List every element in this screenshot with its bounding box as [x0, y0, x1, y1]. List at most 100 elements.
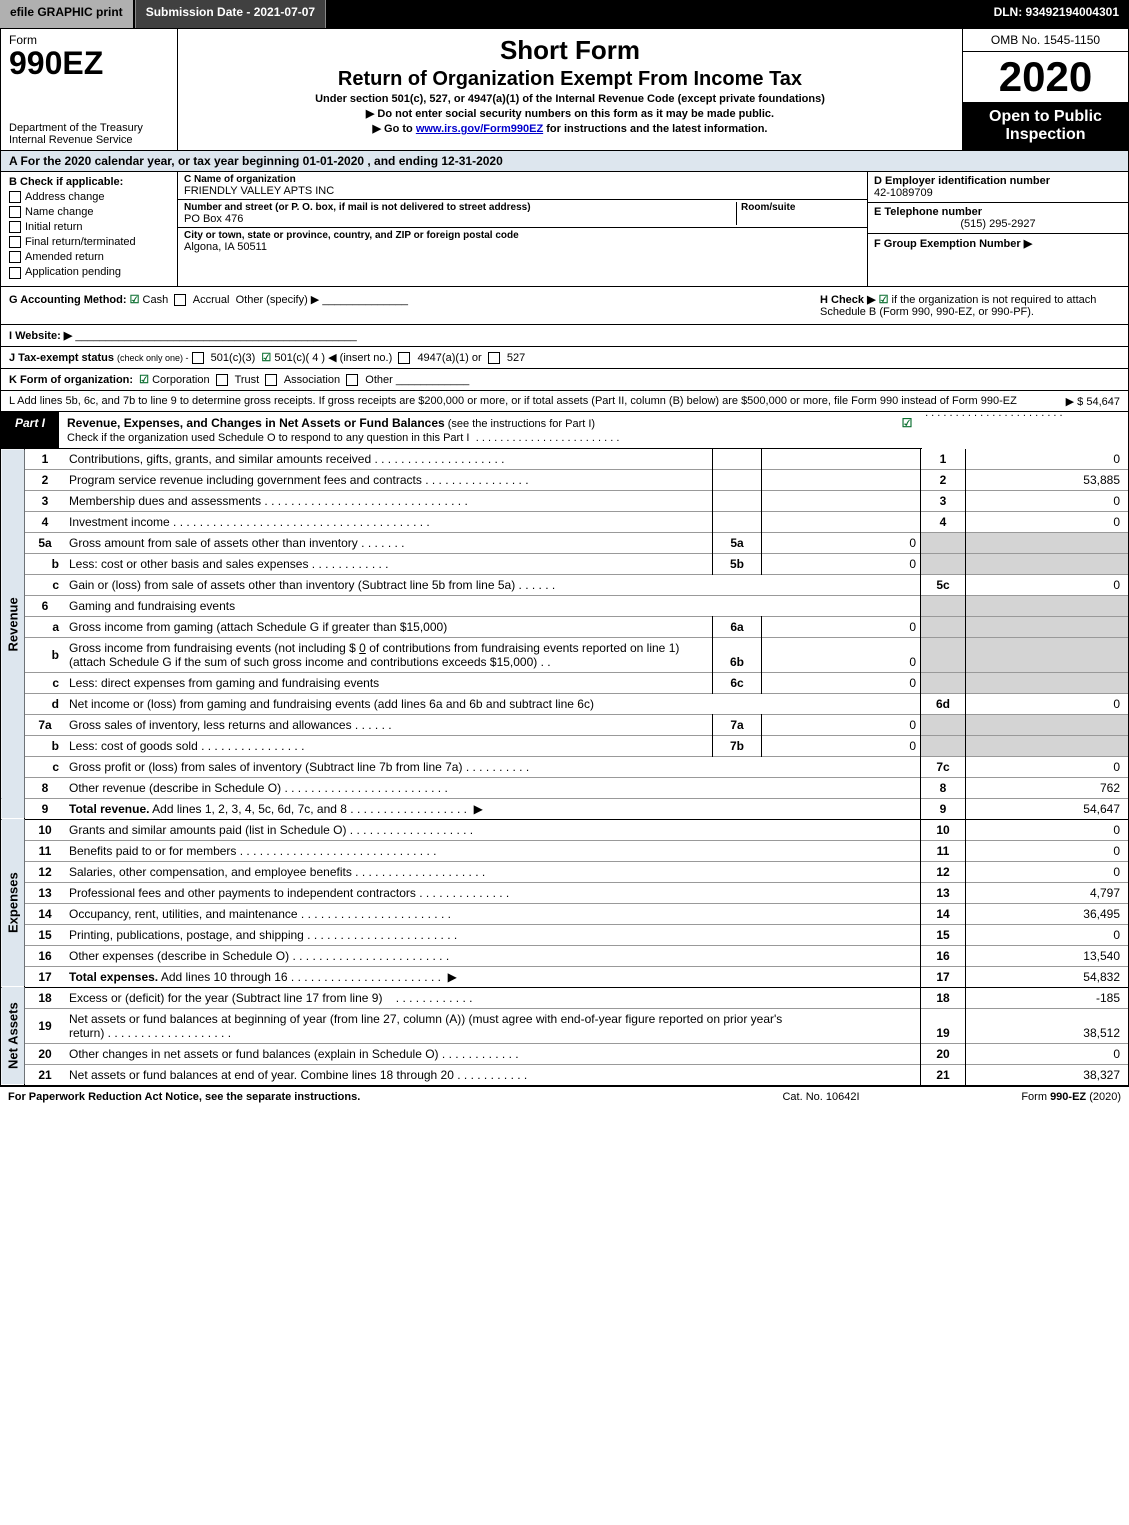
- checkbox-accrual[interactable]: [174, 294, 186, 306]
- irs-link[interactable]: www.irs.gov/Form990EZ: [416, 123, 543, 135]
- checkbox-association[interactable]: [265, 374, 277, 386]
- line-15-desc: Printing, publications, postage, and shi…: [65, 924, 921, 945]
- row-h: H Check ▶ ☑ if the organization is not r…: [820, 293, 1120, 318]
- footer-catno: Cat. No. 10642I: [721, 1091, 921, 1103]
- checkbox-corporation-checked[interactable]: ☑: [139, 374, 149, 386]
- line-4-val: 0: [966, 511, 1129, 532]
- side-label-revenue: Revenue: [1, 449, 25, 799]
- row-k-org-form: K Form of organization: ☑ Corporation Tr…: [1, 369, 1128, 391]
- ein-value: 42-1089709: [874, 187, 1122, 199]
- checkbox-initial-return[interactable]: [9, 221, 21, 233]
- checkbox-name-change[interactable]: [9, 206, 21, 218]
- line-10-desc: Grants and similar amounts paid (list in…: [65, 819, 921, 840]
- line-17-val: 54,832: [966, 966, 1129, 987]
- line-7c-desc: Gross profit or (loss) from sales of inv…: [65, 756, 921, 777]
- top-bar: efile GRAPHIC print Submission Date - 20…: [0, 0, 1129, 28]
- room-label: Room/suite: [741, 202, 861, 213]
- city-value: Algona, IA 50511: [184, 241, 861, 253]
- block-c: C Name of organization FRIENDLY VALLEY A…: [178, 172, 867, 286]
- line-6a-desc: Gross income from gaming (attach Schedul…: [65, 616, 713, 637]
- line-5a-desc: Gross amount from sale of assets other t…: [65, 532, 713, 553]
- submission-date-label: Submission Date - 2021-07-07: [135, 0, 326, 28]
- part-1-tab: Part I: [1, 412, 59, 448]
- checkbox-part1-scho-checked[interactable]: ☑: [902, 416, 913, 430]
- line-5b-subval: 0: [762, 553, 921, 574]
- line-7a-subval: 0: [762, 714, 921, 735]
- line-2-desc: Program service revenue including govern…: [65, 469, 713, 490]
- row-gh: G Accounting Method: ☑ Cash Accrual Othe…: [1, 287, 1128, 325]
- phone-label: E Telephone number: [874, 206, 1122, 218]
- form-container: Form 990EZ Department of the Treasury In…: [0, 28, 1129, 1087]
- checkbox-other-org[interactable]: [346, 374, 358, 386]
- line-2-val: 53,885: [966, 469, 1129, 490]
- checkbox-trust[interactable]: [216, 374, 228, 386]
- line-5c-val: 0: [966, 574, 1129, 595]
- line-6-desc: Gaming and fundraising events: [65, 595, 921, 616]
- checkbox-501c-checked[interactable]: ☑: [261, 352, 271, 364]
- row-l-value: ▶ $ 54,647: [1066, 395, 1120, 408]
- checkbox-final-return[interactable]: [9, 236, 21, 248]
- line-10-val: 0: [966, 819, 1129, 840]
- phone-value: (515) 295-2927: [874, 218, 1122, 230]
- line-13-desc: Professional fees and other payments to …: [65, 882, 921, 903]
- efile-print-button[interactable]: efile GRAPHIC print: [0, 0, 135, 28]
- subtitle-section: Under section 501(c), 527, or 4947(a)(1)…: [186, 93, 954, 105]
- omb-number: OMB No. 1545-1150: [963, 29, 1128, 52]
- checkbox-cash-checked[interactable]: ☑: [130, 294, 140, 306]
- side-label-expenses: Expenses: [1, 819, 25, 987]
- line-8-desc: Other revenue (describe in Schedule O) .…: [65, 777, 921, 798]
- checkbox-4947[interactable]: [398, 352, 410, 364]
- footer-formno: Form 990-EZ (2020): [921, 1091, 1121, 1103]
- subtitle-ssn-warning: ▶ Do not enter social security numbers o…: [186, 107, 954, 120]
- checkbox-address-change[interactable]: [9, 191, 21, 203]
- line-6a-subval: 0: [762, 616, 921, 637]
- line-5c-desc: Gain or (loss) from sale of assets other…: [65, 574, 921, 595]
- short-form-title: Short Form: [186, 35, 954, 66]
- row-a-tax-year: A For the 2020 calendar year, or tax yea…: [1, 151, 1128, 172]
- block-b-checkboxes: B Check if applicable: Address change Na…: [1, 172, 178, 286]
- line-9-val: 54,647: [966, 798, 1129, 819]
- line-12-val: 0: [966, 861, 1129, 882]
- line-1-val: 0: [966, 449, 1129, 470]
- line-4-desc: Investment income . . . . . . . . . . . …: [65, 511, 713, 532]
- org-name-label: C Name of organization: [184, 174, 861, 185]
- line-3-desc: Membership dues and assessments . . . . …: [65, 490, 713, 511]
- form-header: Form 990EZ Department of the Treasury In…: [1, 29, 1128, 151]
- line-20-desc: Other changes in net assets or fund bala…: [65, 1043, 921, 1064]
- line-8-val: 762: [966, 777, 1129, 798]
- line-11-val: 0: [966, 840, 1129, 861]
- line-12-desc: Salaries, other compensation, and employ…: [65, 861, 921, 882]
- line-7b-desc: Less: cost of goods sold . . . . . . . .…: [65, 735, 713, 756]
- header-mid-col: Short Form Return of Organization Exempt…: [178, 29, 962, 150]
- form-number: 990EZ: [9, 47, 169, 79]
- line-6c-subval: 0: [762, 672, 921, 693]
- line-6c-desc: Less: direct expenses from gaming and fu…: [65, 672, 713, 693]
- checkbox-501c3[interactable]: [192, 352, 204, 364]
- open-to-public: Open to Public Inspection: [963, 102, 1128, 150]
- checkbox-application-pending[interactable]: [9, 267, 21, 279]
- line-14-desc: Occupancy, rent, utilities, and maintena…: [65, 903, 921, 924]
- line-21-desc: Net assets or fund balances at end of ye…: [65, 1064, 921, 1085]
- checkbox-h-checked[interactable]: ☑: [879, 294, 889, 306]
- line-9-desc: Total revenue. Add lines 1, 2, 3, 4, 5c,…: [65, 798, 921, 819]
- line-5b-desc: Less: cost or other basis and sales expe…: [65, 553, 713, 574]
- line-6d-val: 0: [966, 693, 1129, 714]
- footer-paperwork: For Paperwork Reduction Act Notice, see …: [8, 1091, 721, 1103]
- line-19-desc: Net assets or fund balances at beginning…: [65, 1008, 921, 1043]
- part-1-title: Revenue, Expenses, and Changes in Net As…: [59, 412, 892, 448]
- line-15-val: 0: [966, 924, 1129, 945]
- subtitle-goto: ▶ Go to www.irs.gov/Form990EZ for instru…: [186, 122, 954, 135]
- line-6b-subval: 0: [762, 637, 921, 672]
- ein-label: D Employer identification number: [874, 175, 1122, 187]
- row-l-gross-receipts: L Add lines 5b, 6c, and 7b to line 9 to …: [1, 391, 1128, 412]
- dept-irs: Internal Revenue Service: [9, 134, 169, 146]
- header-right-col: OMB No. 1545-1150 2020 Open to Public In…: [962, 29, 1128, 150]
- line-21-val: 38,327: [966, 1064, 1129, 1085]
- street-value: PO Box 476: [184, 213, 736, 225]
- checkbox-527[interactable]: [488, 352, 500, 364]
- dln-label: DLN: 93492194004301: [984, 0, 1129, 28]
- line-11-desc: Benefits paid to or for members . . . . …: [65, 840, 921, 861]
- checkbox-amended-return[interactable]: [9, 251, 21, 263]
- dept-treasury: Department of the Treasury: [9, 122, 169, 134]
- line-3-val: 0: [966, 490, 1129, 511]
